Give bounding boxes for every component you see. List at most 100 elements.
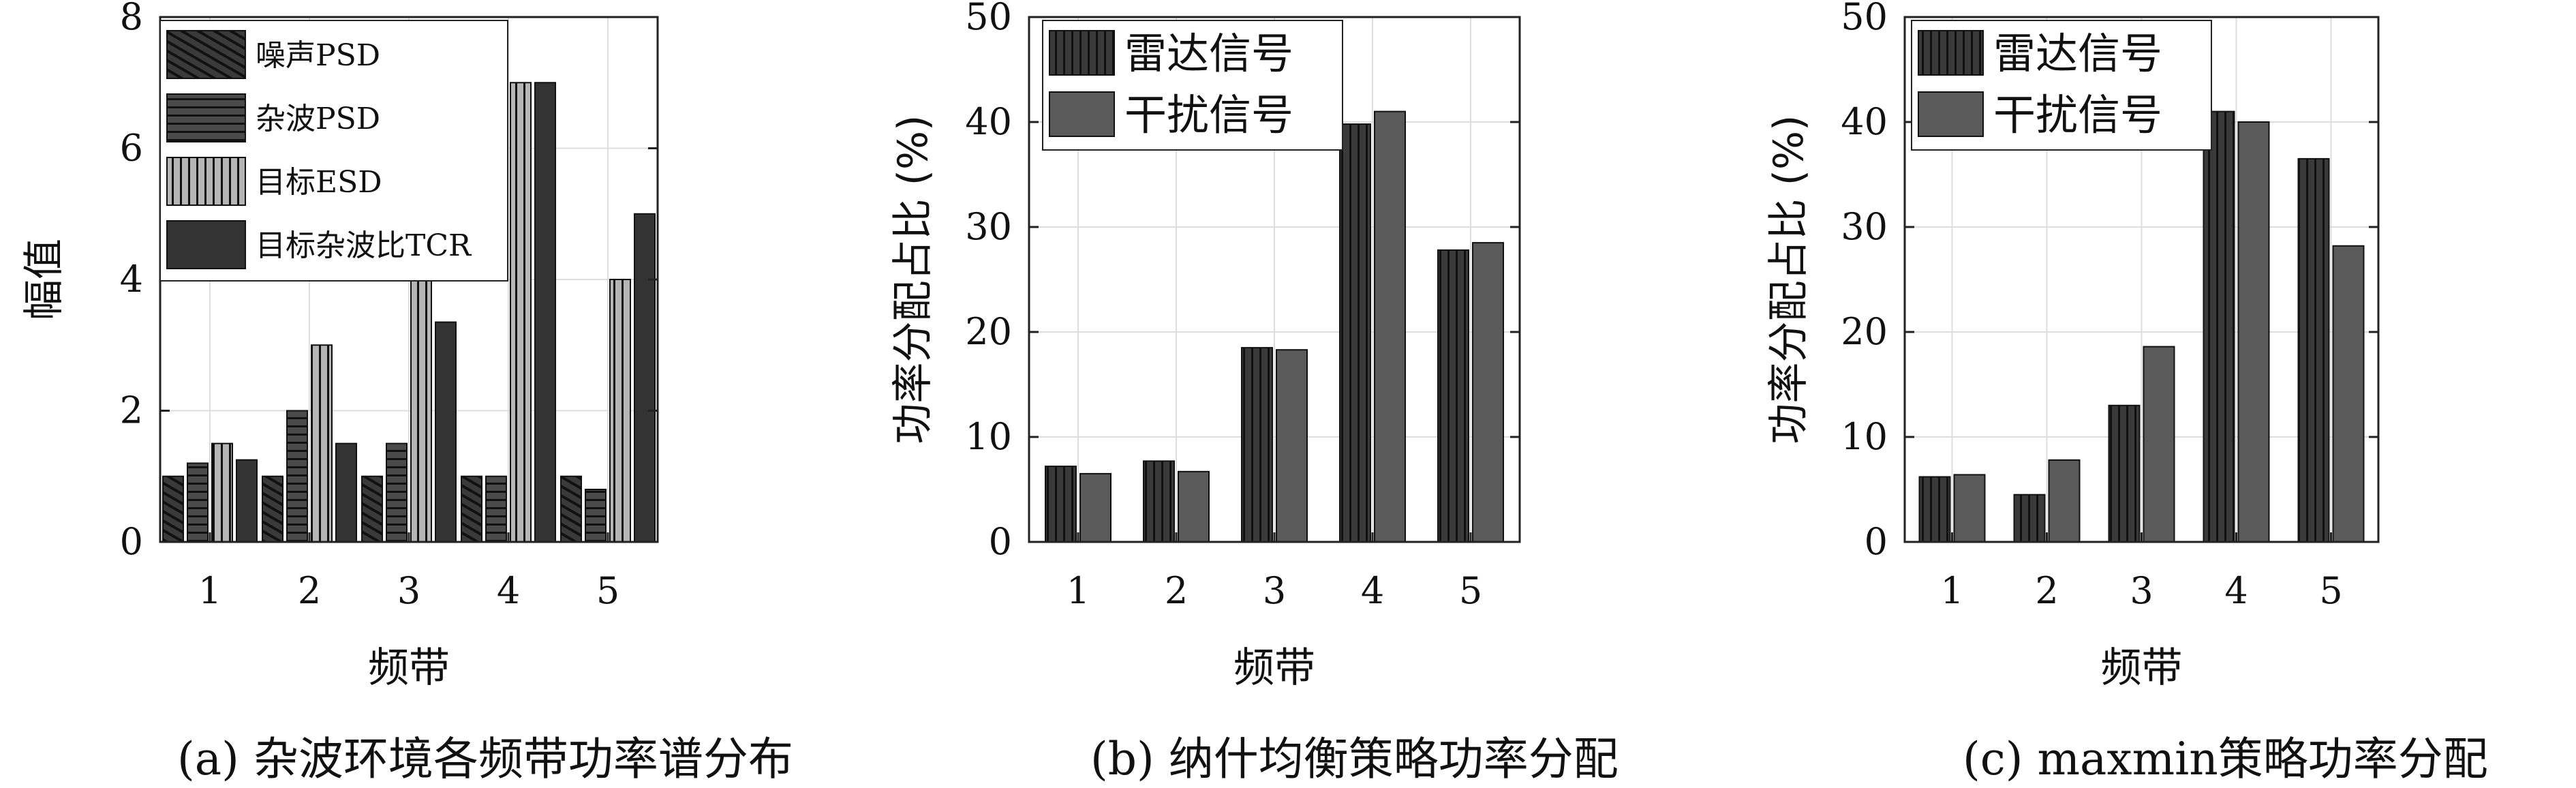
- y-tick-label: 20: [1841, 310, 1888, 353]
- y-tick-label: 50: [1841, 0, 1888, 38]
- y-tick-label: 50: [965, 0, 1012, 38]
- bar: [2332, 245, 2365, 543]
- bar: [1339, 123, 1371, 543]
- bar: [435, 321, 457, 543]
- bar: [2013, 494, 2046, 543]
- bar: [187, 462, 209, 543]
- bar: [585, 489, 607, 543]
- bar: [211, 442, 233, 543]
- legend-swatch: [166, 157, 246, 206]
- y-tick-label: 10: [1841, 415, 1888, 458]
- bar: [485, 475, 507, 543]
- bar: [1953, 474, 1986, 543]
- y-tick-label: 10: [965, 415, 1012, 458]
- caption-b: (b) 纳什均衡策略功率分配: [1090, 733, 1619, 785]
- x-tick-label: 5: [596, 569, 619, 612]
- caption-c: (c) maxmin策略功率分配: [1963, 733, 2488, 785]
- y-tick-label: 40: [1841, 100, 1888, 143]
- bar: [335, 442, 357, 543]
- y-tick-label: 6: [120, 127, 143, 170]
- bar: [461, 475, 482, 543]
- bar: [534, 82, 556, 543]
- x-tick-label: 4: [2224, 569, 2248, 612]
- bar: [2048, 459, 2081, 543]
- legend-swatch: [166, 93, 246, 142]
- legend-label: 噪声PSD: [256, 38, 380, 73]
- x-tick-label: 4: [497, 569, 520, 612]
- y-tick-label: 0: [1865, 520, 1888, 563]
- bar: [2108, 404, 2141, 543]
- y-tick-label: 30: [965, 205, 1012, 248]
- bar: [361, 475, 383, 543]
- x-axis-label: 频带: [368, 644, 450, 692]
- bar: [1045, 466, 1077, 543]
- y-tick-label: 0: [120, 520, 143, 563]
- legend-swatch: [1049, 30, 1115, 76]
- legend-swatch: [166, 220, 246, 269]
- y-axis-label: 功率分配占比 (%): [889, 115, 937, 444]
- x-tick-label: 5: [1459, 569, 1482, 612]
- y-tick-label: 2: [120, 389, 143, 432]
- x-tick-label: 1: [1940, 569, 1963, 612]
- x-axis-label: 频带: [2101, 644, 2183, 692]
- legend-swatch: [1049, 91, 1115, 137]
- bar: [560, 475, 582, 543]
- y-tick-label: 20: [965, 310, 1012, 353]
- chart-a-svg: 0 2 4 6 8 1 2 3 4 5 频带 幅值 噪声PSD 杂波PSD 目标ESD 目标杂波比TCR: [20, 0, 659, 692]
- bar: [1241, 347, 1273, 543]
- legend-label: 雷达信号: [1124, 29, 1293, 78]
- x-tick-label: 3: [397, 569, 420, 612]
- x-tick-label: 1: [198, 569, 221, 612]
- x-tick-label: 5: [2319, 569, 2342, 612]
- x-tick-label: 4: [1361, 569, 1384, 612]
- bar: [1178, 470, 1210, 543]
- caption-a: (a) 杂波环境各频带功率谱分布: [177, 733, 793, 785]
- panel-a: 0 2 4 6 8 1 2 3 4 5 频带 幅值 噪声PSD 杂波PSD 目标ESD 目标杂波比TCR (a…: [0, 0, 859, 786]
- y-tick-label: 30: [1841, 205, 1888, 248]
- bar: [162, 475, 184, 543]
- bar: [2203, 110, 2235, 543]
- x-tick-label: 3: [1263, 569, 1286, 612]
- y-tick-label: 4: [120, 258, 143, 301]
- y-tick-label: 0: [989, 520, 1012, 563]
- legend-swatch: [1918, 30, 1984, 76]
- bar: [1472, 242, 1504, 543]
- bar: [1437, 249, 1469, 543]
- x-tick-label: 3: [2130, 569, 2153, 612]
- x-axis-label: 频带: [1233, 644, 1315, 692]
- legend-label: 杂波PSD: [256, 102, 380, 136]
- x-tick-label: 1: [1067, 569, 1090, 612]
- bar: [1276, 349, 1308, 543]
- bar: [510, 82, 532, 543]
- y-tick-label: 8: [120, 0, 143, 38]
- legend-label: 目标ESD: [256, 165, 382, 200]
- bar: [286, 410, 308, 543]
- bar: [609, 279, 631, 543]
- bar: [311, 344, 333, 543]
- bar: [1918, 476, 1951, 543]
- legend-label: 雷达信号: [1993, 29, 2162, 78]
- bar: [2143, 346, 2175, 543]
- x-tick-label: 2: [298, 569, 321, 612]
- legend-label: 干扰信号: [1993, 90, 2162, 140]
- panel-b: 0 10 20 30 40 50 1 2 3 4 5 频带 功率分配占比 (%) 雷达信号干扰信号 (b)…: [859, 0, 1717, 786]
- bar: [386, 442, 408, 543]
- x-tick-label: 2: [2035, 569, 2058, 612]
- x-tick-label: 2: [1165, 569, 1188, 612]
- legend-label: 目标杂波比TCR: [256, 228, 472, 263]
- legend-swatch: [1918, 91, 1984, 137]
- bar: [1374, 110, 1406, 543]
- bar: [1079, 472, 1111, 543]
- bar: [236, 459, 258, 543]
- y-tick-label: 40: [965, 100, 1012, 143]
- legend-swatch: [166, 30, 246, 79]
- y-axis-label: 幅值: [20, 239, 68, 320]
- panel-c: 0 10 20 30 40 50 1 2 3 4 5 频带 功率分配占比 (%) 雷达信号 干扰信号 (c)…: [1717, 0, 2576, 786]
- bar: [2237, 121, 2270, 543]
- legend-label: 干扰信号: [1124, 90, 1293, 140]
- bar: [2297, 157, 2330, 543]
- bar: [262, 475, 283, 543]
